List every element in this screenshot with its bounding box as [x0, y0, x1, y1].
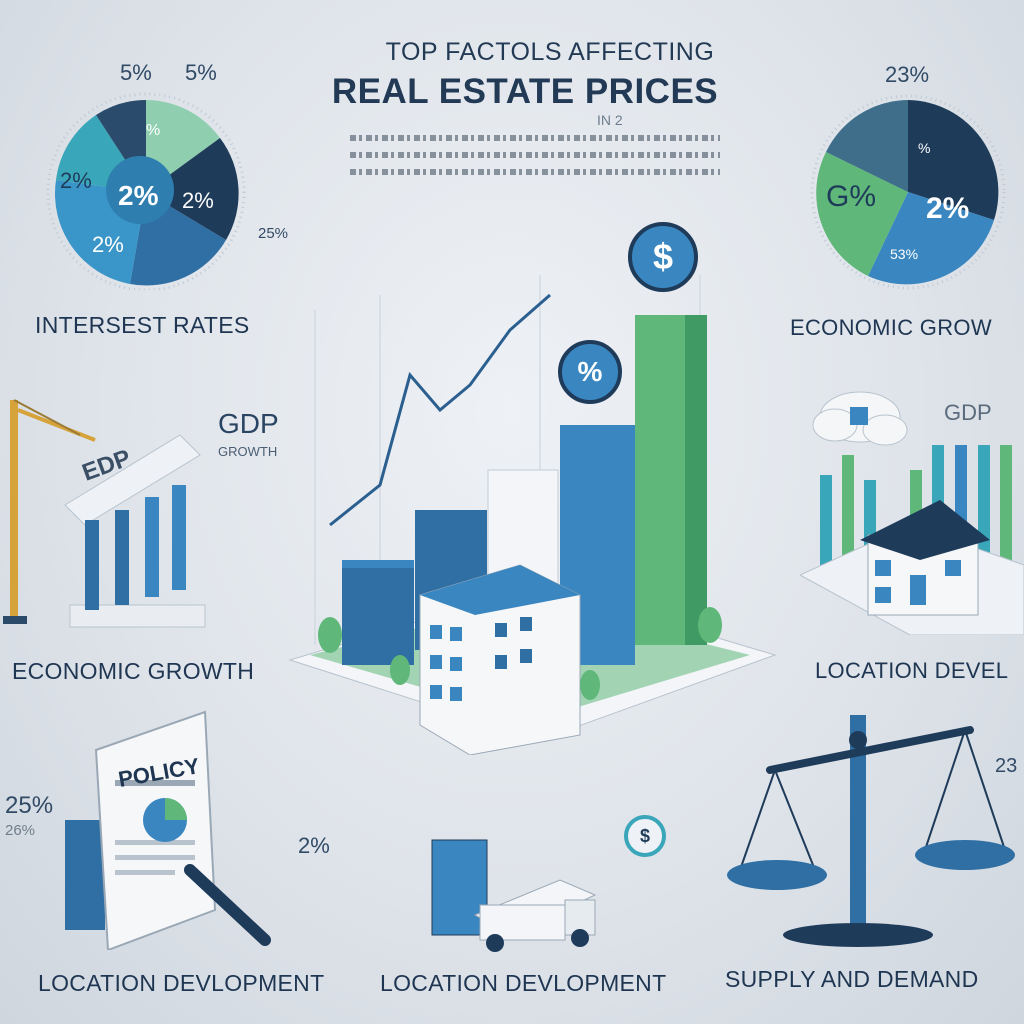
pie-slice-label: 2% [118, 180, 159, 211]
pie-slice-label: 53% [890, 246, 919, 262]
supply-and-demand-caption: SUPPLY AND DEMAND [725, 966, 979, 992]
pie-slice-label: 2% [60, 168, 92, 193]
pie-slice [908, 100, 999, 220]
pie-slice-label: 2% [182, 188, 214, 213]
gdp-label: GDP [218, 408, 279, 439]
pie-top-label: 5% [185, 60, 217, 85]
bar-1 [342, 560, 414, 665]
mid-pct: 2% [298, 833, 330, 858]
pie-slice-label: % [146, 122, 161, 139]
percent-badge-icon: % [558, 340, 622, 404]
blurred-text-line [350, 152, 720, 158]
interest-rates-caption: INTERSEST RATES [35, 312, 250, 338]
bar-5 [635, 315, 707, 645]
pie-slice [816, 152, 908, 276]
truck-icon [473, 879, 597, 952]
left-pct-secondary: 26% [5, 822, 36, 839]
gdp-house-illustration [800, 391, 1024, 635]
office-building-icon [419, 564, 581, 755]
pie-slice-label: % [918, 140, 931, 156]
gdp-sub-label: GROWTH [218, 444, 278, 459]
tree-icon [318, 607, 722, 700]
pie-top-label: 5% [120, 60, 152, 85]
pie-slice [826, 100, 908, 192]
pie-slice [146, 138, 239, 240]
economic-growth-caption: ECONOMIC GROW [790, 315, 992, 340]
gdp-label-right: GDP [944, 400, 992, 425]
dollar-badge-icon-small: $ [624, 815, 666, 857]
title-top: TOP FACTOLS AFFECTING [385, 38, 715, 66]
interest-rates-pie-chart [46, 92, 246, 290]
blurred-text-line [350, 135, 720, 141]
location-development-caption-left: LOCATION DEVLOPMENT [38, 970, 325, 996]
truck-city-illustration [431, 839, 597, 952]
left-pct: 25% [5, 792, 54, 819]
right-pct: 23 [995, 755, 1018, 777]
location-development-caption-mid: LOCATION DEVLOPMENT [380, 970, 667, 996]
economic-growth-pie-chart [810, 94, 1006, 290]
pen-icon [184, 864, 271, 946]
trend-line [329, 293, 551, 527]
dollar-badge-icon: $ [628, 222, 698, 292]
pie-top-label: 23% [885, 62, 930, 87]
pie-side-label: 25% [258, 225, 289, 242]
page-title: REAL ESTATE PRICES [331, 72, 719, 111]
gdp-building-icon [64, 434, 206, 628]
pie-slice [868, 192, 994, 285]
crane-icon [3, 399, 96, 624]
title-fragment: IN 2 [597, 112, 623, 128]
blurred-text-line [350, 169, 720, 175]
cloud-icon [812, 391, 908, 446]
balance-scale-icon [727, 715, 1015, 947]
pie-slice-label: G% [826, 180, 877, 213]
policy-document-icon [65, 710, 271, 950]
economic-growth-caption-left: ECONOMIC GROWTH [12, 658, 255, 684]
real-estate-chart-illustration [288, 275, 777, 755]
location-development-caption-right: LOCATION DEVEL [815, 658, 1009, 683]
house-icon [860, 500, 990, 616]
pie-slice-label: 2% [92, 232, 124, 257]
pie-slice-label: 2% [926, 192, 970, 225]
